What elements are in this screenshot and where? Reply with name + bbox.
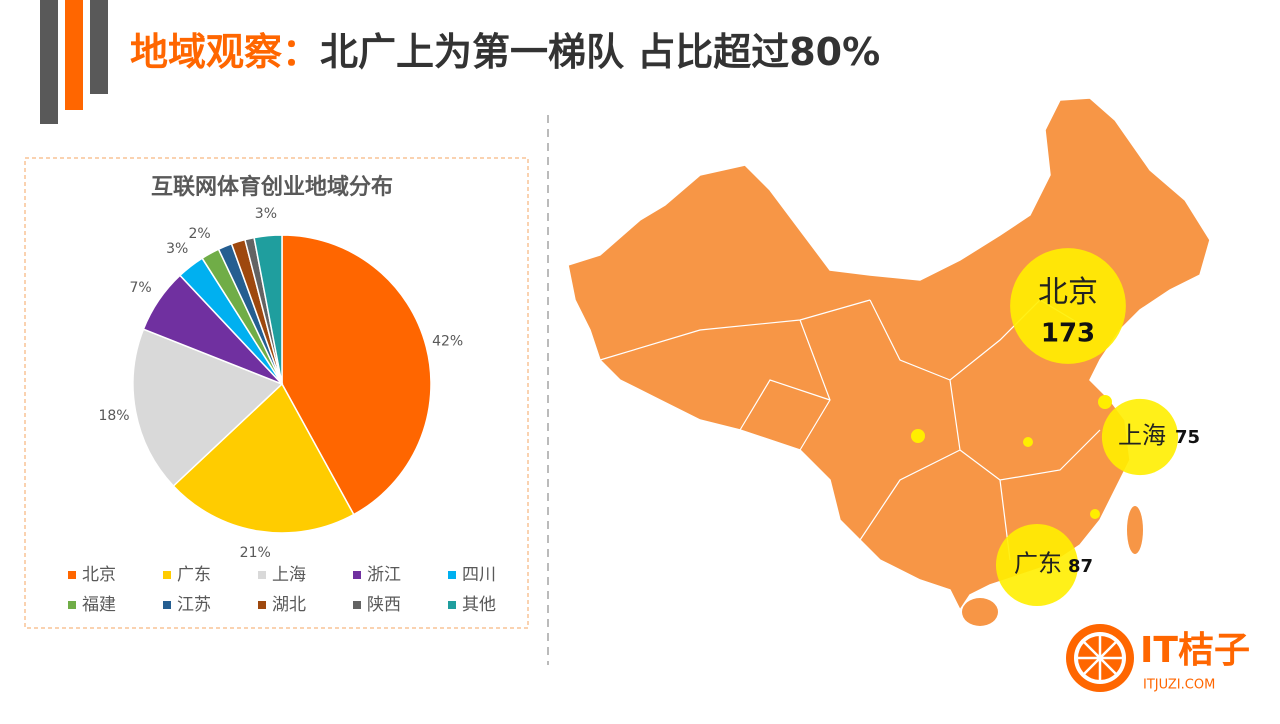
bubbles: 北京 173 上海 75 广东 87: [995, 248, 1200, 607]
data-label: 42%: [432, 333, 463, 349]
legend-swatch: [448, 571, 456, 579]
legend-swatch: [163, 571, 171, 579]
legend-swatch: [68, 601, 76, 609]
dot: [1090, 509, 1100, 519]
bubble-value: 75: [1175, 427, 1200, 448]
china-map: [567, 97, 1211, 612]
logo-url: ITJUZI.COM: [1143, 678, 1215, 693]
title-highlight: 地域观察：: [130, 30, 320, 74]
bubble-label: 广东: [1014, 550, 1062, 578]
dot: [1098, 395, 1112, 409]
legend-label: 广东: [177, 565, 211, 585]
pie: 42%21%18%7%3%2%3%: [98, 206, 463, 561]
taiwan: [1127, 506, 1143, 554]
legend-swatch: [68, 571, 76, 579]
bubble-label: 北京: [1038, 275, 1098, 310]
legend-swatch: [258, 571, 266, 579]
legend-label: 湖北: [272, 595, 306, 615]
slide-title: 地域观察：北广上为第一梯队 占比超过80%: [130, 30, 880, 74]
legend-label: 其他: [462, 595, 496, 615]
chart-title: 互联网体育创业地域分布: [151, 174, 393, 200]
data-label: 3%: [166, 241, 188, 257]
logo-name: IT桔子: [1140, 630, 1250, 671]
deco-bar: [65, 0, 83, 110]
legend-swatch: [353, 601, 361, 609]
data-label: 21%: [240, 545, 271, 561]
legend-label: 北京: [82, 565, 116, 585]
pie-slice: [172, 382, 355, 534]
chart-frame: [24, 157, 529, 629]
legend-swatch: [258, 601, 266, 609]
data-label: 3%: [255, 206, 277, 222]
bubble: [1010, 248, 1126, 364]
bubble: [995, 523, 1079, 607]
legend-label: 上海: [272, 565, 306, 585]
logo-icon: [1078, 636, 1122, 680]
legend-label: 福建: [82, 595, 116, 615]
legend-swatch: [448, 601, 456, 609]
legend-label: 浙江: [367, 565, 401, 585]
data-label: 7%: [129, 280, 151, 296]
bubble-value: 87: [1068, 556, 1093, 577]
dot: [1023, 437, 1033, 447]
data-label: 18%: [98, 408, 129, 424]
pie-slice: [281, 234, 432, 516]
legend-swatch: [163, 601, 171, 609]
bubble: [1101, 398, 1179, 476]
legend-label: 陕西: [367, 595, 401, 615]
data-label: 2%: [189, 226, 211, 242]
legend-swatch: [353, 571, 361, 579]
pie-slice: [253, 234, 283, 385]
pie-slice: [132, 328, 284, 488]
legend-label: 四川: [462, 565, 496, 585]
title-rest: 北广上为第一梯队 占比超过80%: [320, 30, 880, 74]
dot: [911, 429, 925, 443]
deco-bar: [40, 0, 58, 124]
bubble-label: 上海: [1118, 422, 1166, 450]
legend-label: 江苏: [177, 595, 211, 615]
map: 北京 173 上海 75 广东 87: [567, 97, 1211, 626]
deco-bar: [90, 0, 108, 94]
hainan: [962, 598, 998, 626]
bubble-value: 173: [1041, 319, 1095, 349]
